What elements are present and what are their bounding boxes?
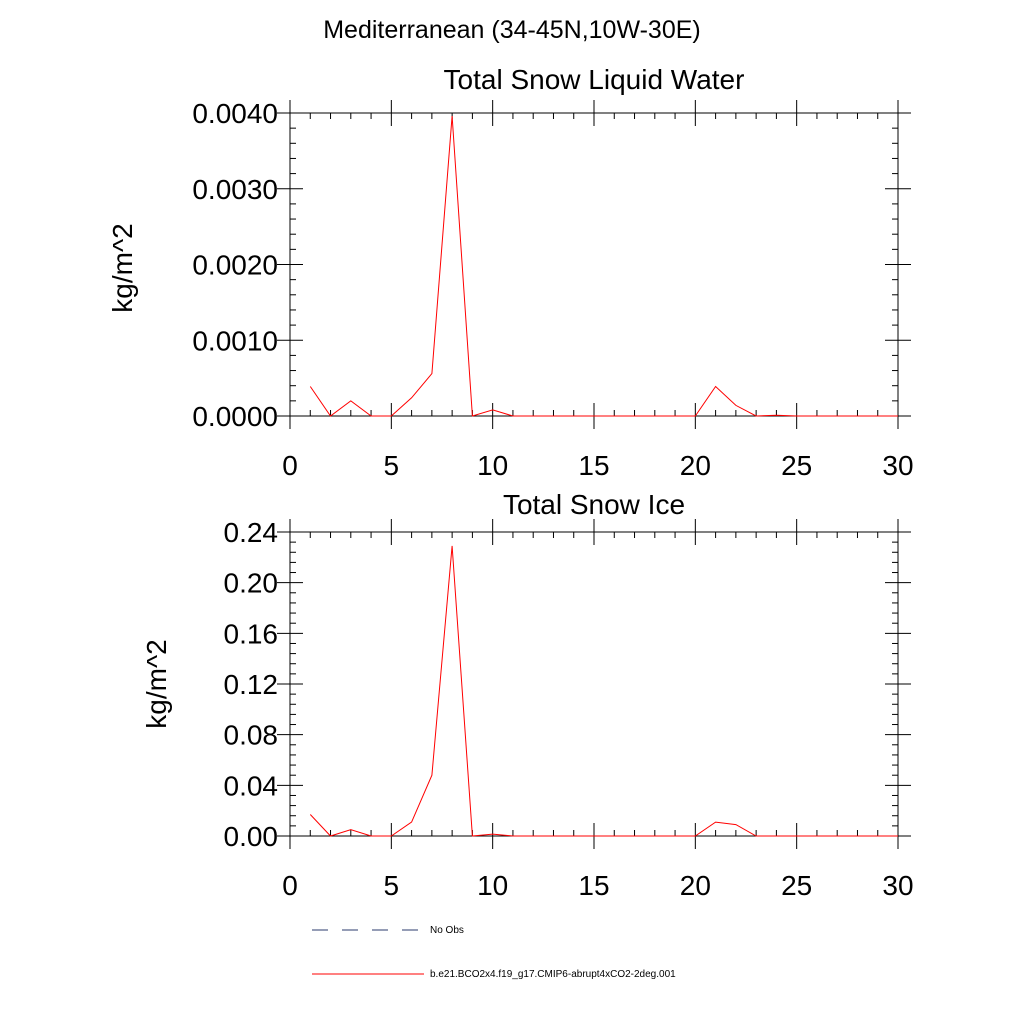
y-tick-label: 0.00 xyxy=(224,821,279,852)
x-tick-label: 0 xyxy=(282,870,298,901)
plot-frame xyxy=(289,531,899,837)
y-tick-label: 0.0030 xyxy=(192,174,278,205)
y-tick-label: 0.0000 xyxy=(192,401,278,432)
y-tick-label: 0.16 xyxy=(224,618,279,649)
x-tick-label: 15 xyxy=(578,870,609,901)
x-tick-label: 5 xyxy=(384,870,400,901)
panel-snow-ice: Total Snow Ice kg/m^2 0 5 10 15 20 25 30 0.00 0.… xyxy=(141,489,914,901)
x-tick-label: 25 xyxy=(781,870,812,901)
panel-title: Total Snow Liquid Water xyxy=(444,64,745,95)
x-tick-label: 10 xyxy=(477,450,508,481)
x-tick-label: 5 xyxy=(384,450,400,481)
y-axis-label: kg/m^2 xyxy=(107,223,138,312)
legend: No Obs b.e21.BCO2x4.f19_g17.CMIP6-abrupt… xyxy=(312,925,676,980)
y-tick-label: 0.12 xyxy=(224,669,279,700)
x-tick-label: 10 xyxy=(477,870,508,901)
x-tick-label: 25 xyxy=(781,450,812,481)
x-tick-label: 20 xyxy=(680,870,711,901)
series-line xyxy=(309,115,898,417)
y-tick-label: 0.0020 xyxy=(192,250,278,281)
x-tick-label: 0 xyxy=(282,450,298,481)
panel-title: Total Snow Ice xyxy=(503,489,685,520)
y-tick-label: 0.04 xyxy=(224,770,279,801)
y-tick-label: 0.20 xyxy=(224,568,279,599)
figure-title: Mediterranean (34-45N,10W-30E) xyxy=(323,16,701,44)
x-tick-label: 30 xyxy=(882,870,913,901)
panel-snow-liquid-water: Total Snow Liquid Water kg/m^2 0 5 10 15 20 2… xyxy=(107,64,914,481)
legend-label-no-obs: No Obs xyxy=(430,925,464,936)
series-line xyxy=(309,545,898,837)
x-tick-label: 30 xyxy=(882,450,913,481)
x-tick-label: 15 xyxy=(578,450,609,481)
plot-frame xyxy=(289,112,899,417)
y-tick-label: 0.0040 xyxy=(192,98,278,129)
legend-label-model: b.e21.BCO2x4.f19_g17.CMIP6-abrupt4xCO2-2… xyxy=(430,969,676,980)
y-tick-label: 0.08 xyxy=(224,720,279,751)
y-axis-label: kg/m^2 xyxy=(141,639,172,728)
y-tick-label: 0.24 xyxy=(224,517,279,548)
x-tick-label: 20 xyxy=(680,450,711,481)
y-tick-label: 0.0010 xyxy=(192,325,278,356)
